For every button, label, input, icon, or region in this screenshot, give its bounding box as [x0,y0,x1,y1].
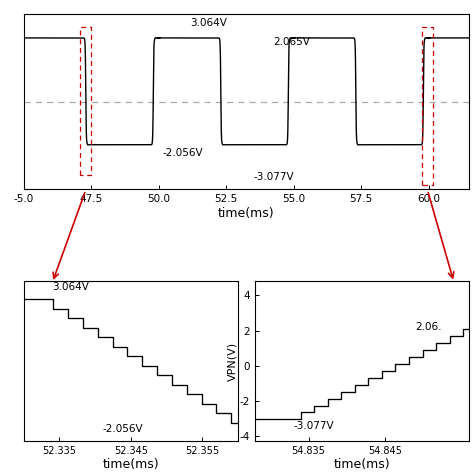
Text: -3.077V: -3.077V [253,172,294,182]
X-axis label: time(ms): time(ms) [102,458,159,472]
Text: -3.077V: -3.077V [293,421,334,431]
Text: -2.056V: -2.056V [102,424,143,434]
Text: 2.065V: 2.065V [273,36,310,46]
Text: -2.056V: -2.056V [163,148,203,158]
Y-axis label: VPN(V): VPN(V) [227,342,237,381]
Text: 3.064V: 3.064V [52,282,89,292]
X-axis label: time(ms): time(ms) [218,207,275,220]
Text: 3.064V: 3.064V [190,18,227,28]
Text: 2.06.: 2.06. [416,322,442,332]
X-axis label: time(ms): time(ms) [334,458,391,472]
